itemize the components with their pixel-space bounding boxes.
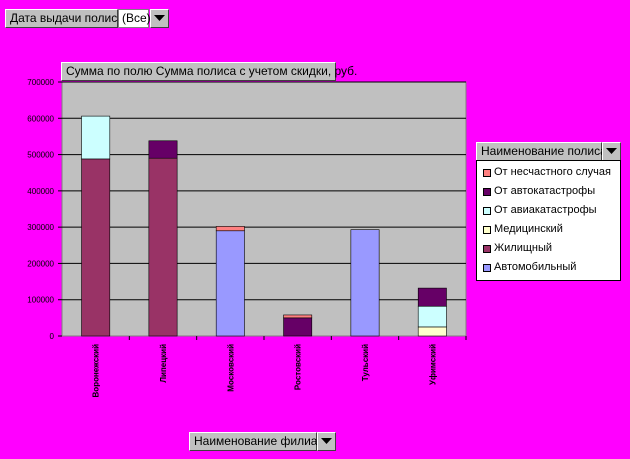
legend-label: От авиакатастрофы <box>494 204 597 216</box>
axis-field-button[interactable]: Наименование филиала <box>189 432 331 451</box>
legend-field-button[interactable]: Наименование полиса <box>476 142 607 161</box>
bar-segment <box>417 305 447 328</box>
bar-segment <box>81 158 111 337</box>
dropdown-arrow-icon <box>606 148 617 154</box>
legend-swatch <box>483 245 491 253</box>
bar-segment <box>283 314 313 319</box>
bar-segment <box>81 115 111 160</box>
page-filter-value[interactable]: (Все) <box>118 9 151 28</box>
bar-segment <box>215 230 245 337</box>
dropdown-arrow-icon <box>321 438 332 444</box>
dropdown-arrow-icon <box>154 15 165 21</box>
x-tick-label: Липецкий <box>159 344 168 383</box>
x-tick-label: Воронежский <box>92 344 101 398</box>
legend-swatch <box>483 188 491 196</box>
y-tick-label: 700000 <box>27 78 54 87</box>
page-filter-dropdown-button[interactable] <box>150 9 169 28</box>
legend-label: От автокатастрофы <box>494 185 596 197</box>
y-tick-label: 0 <box>50 332 55 341</box>
bar-segment <box>417 287 447 307</box>
x-tick-label: Тульский <box>361 344 370 381</box>
legend-label: Автомобильный <box>494 261 577 273</box>
x-tick-label: Московский <box>226 344 235 392</box>
y-tick-label: 200000 <box>27 259 54 268</box>
page-filter-field-button[interactable]: Дата выдачи полиса <box>5 9 124 28</box>
y-tick-label: 500000 <box>27 151 54 160</box>
axis-field-dropdown-button[interactable] <box>317 432 336 451</box>
x-tick-label: Ростовский <box>294 344 303 390</box>
x-tick-label: Уфимский <box>428 344 437 385</box>
legend-swatch <box>483 207 491 215</box>
chart-legend: От несчастного случая От автокатастрофы От… <box>476 160 621 281</box>
bar-segment <box>417 326 447 337</box>
y-tick-label: 400000 <box>27 187 54 196</box>
legend-swatch <box>483 169 491 177</box>
bar-segment <box>283 317 313 337</box>
bar-segment <box>350 229 380 337</box>
bar-segment <box>215 226 245 232</box>
legend-field-dropdown-button[interactable] <box>602 142 621 161</box>
legend-swatch <box>483 264 491 272</box>
data-field-button[interactable]: Сумма по полю Сумма полиса с учетом скид… <box>61 62 357 81</box>
bar-segment <box>148 157 178 337</box>
legend-label: От несчастного случая <box>494 166 611 178</box>
y-tick-label: 600000 <box>27 114 54 123</box>
y-tick-label: 100000 <box>27 296 54 305</box>
bar-segment <box>148 140 178 159</box>
legend-swatch <box>483 226 491 234</box>
y-tick-label: 300000 <box>27 223 54 232</box>
plot-area <box>61 81 467 337</box>
legend-label: Медицинский <box>494 223 563 235</box>
legend-label: Жилищный <box>494 242 553 254</box>
